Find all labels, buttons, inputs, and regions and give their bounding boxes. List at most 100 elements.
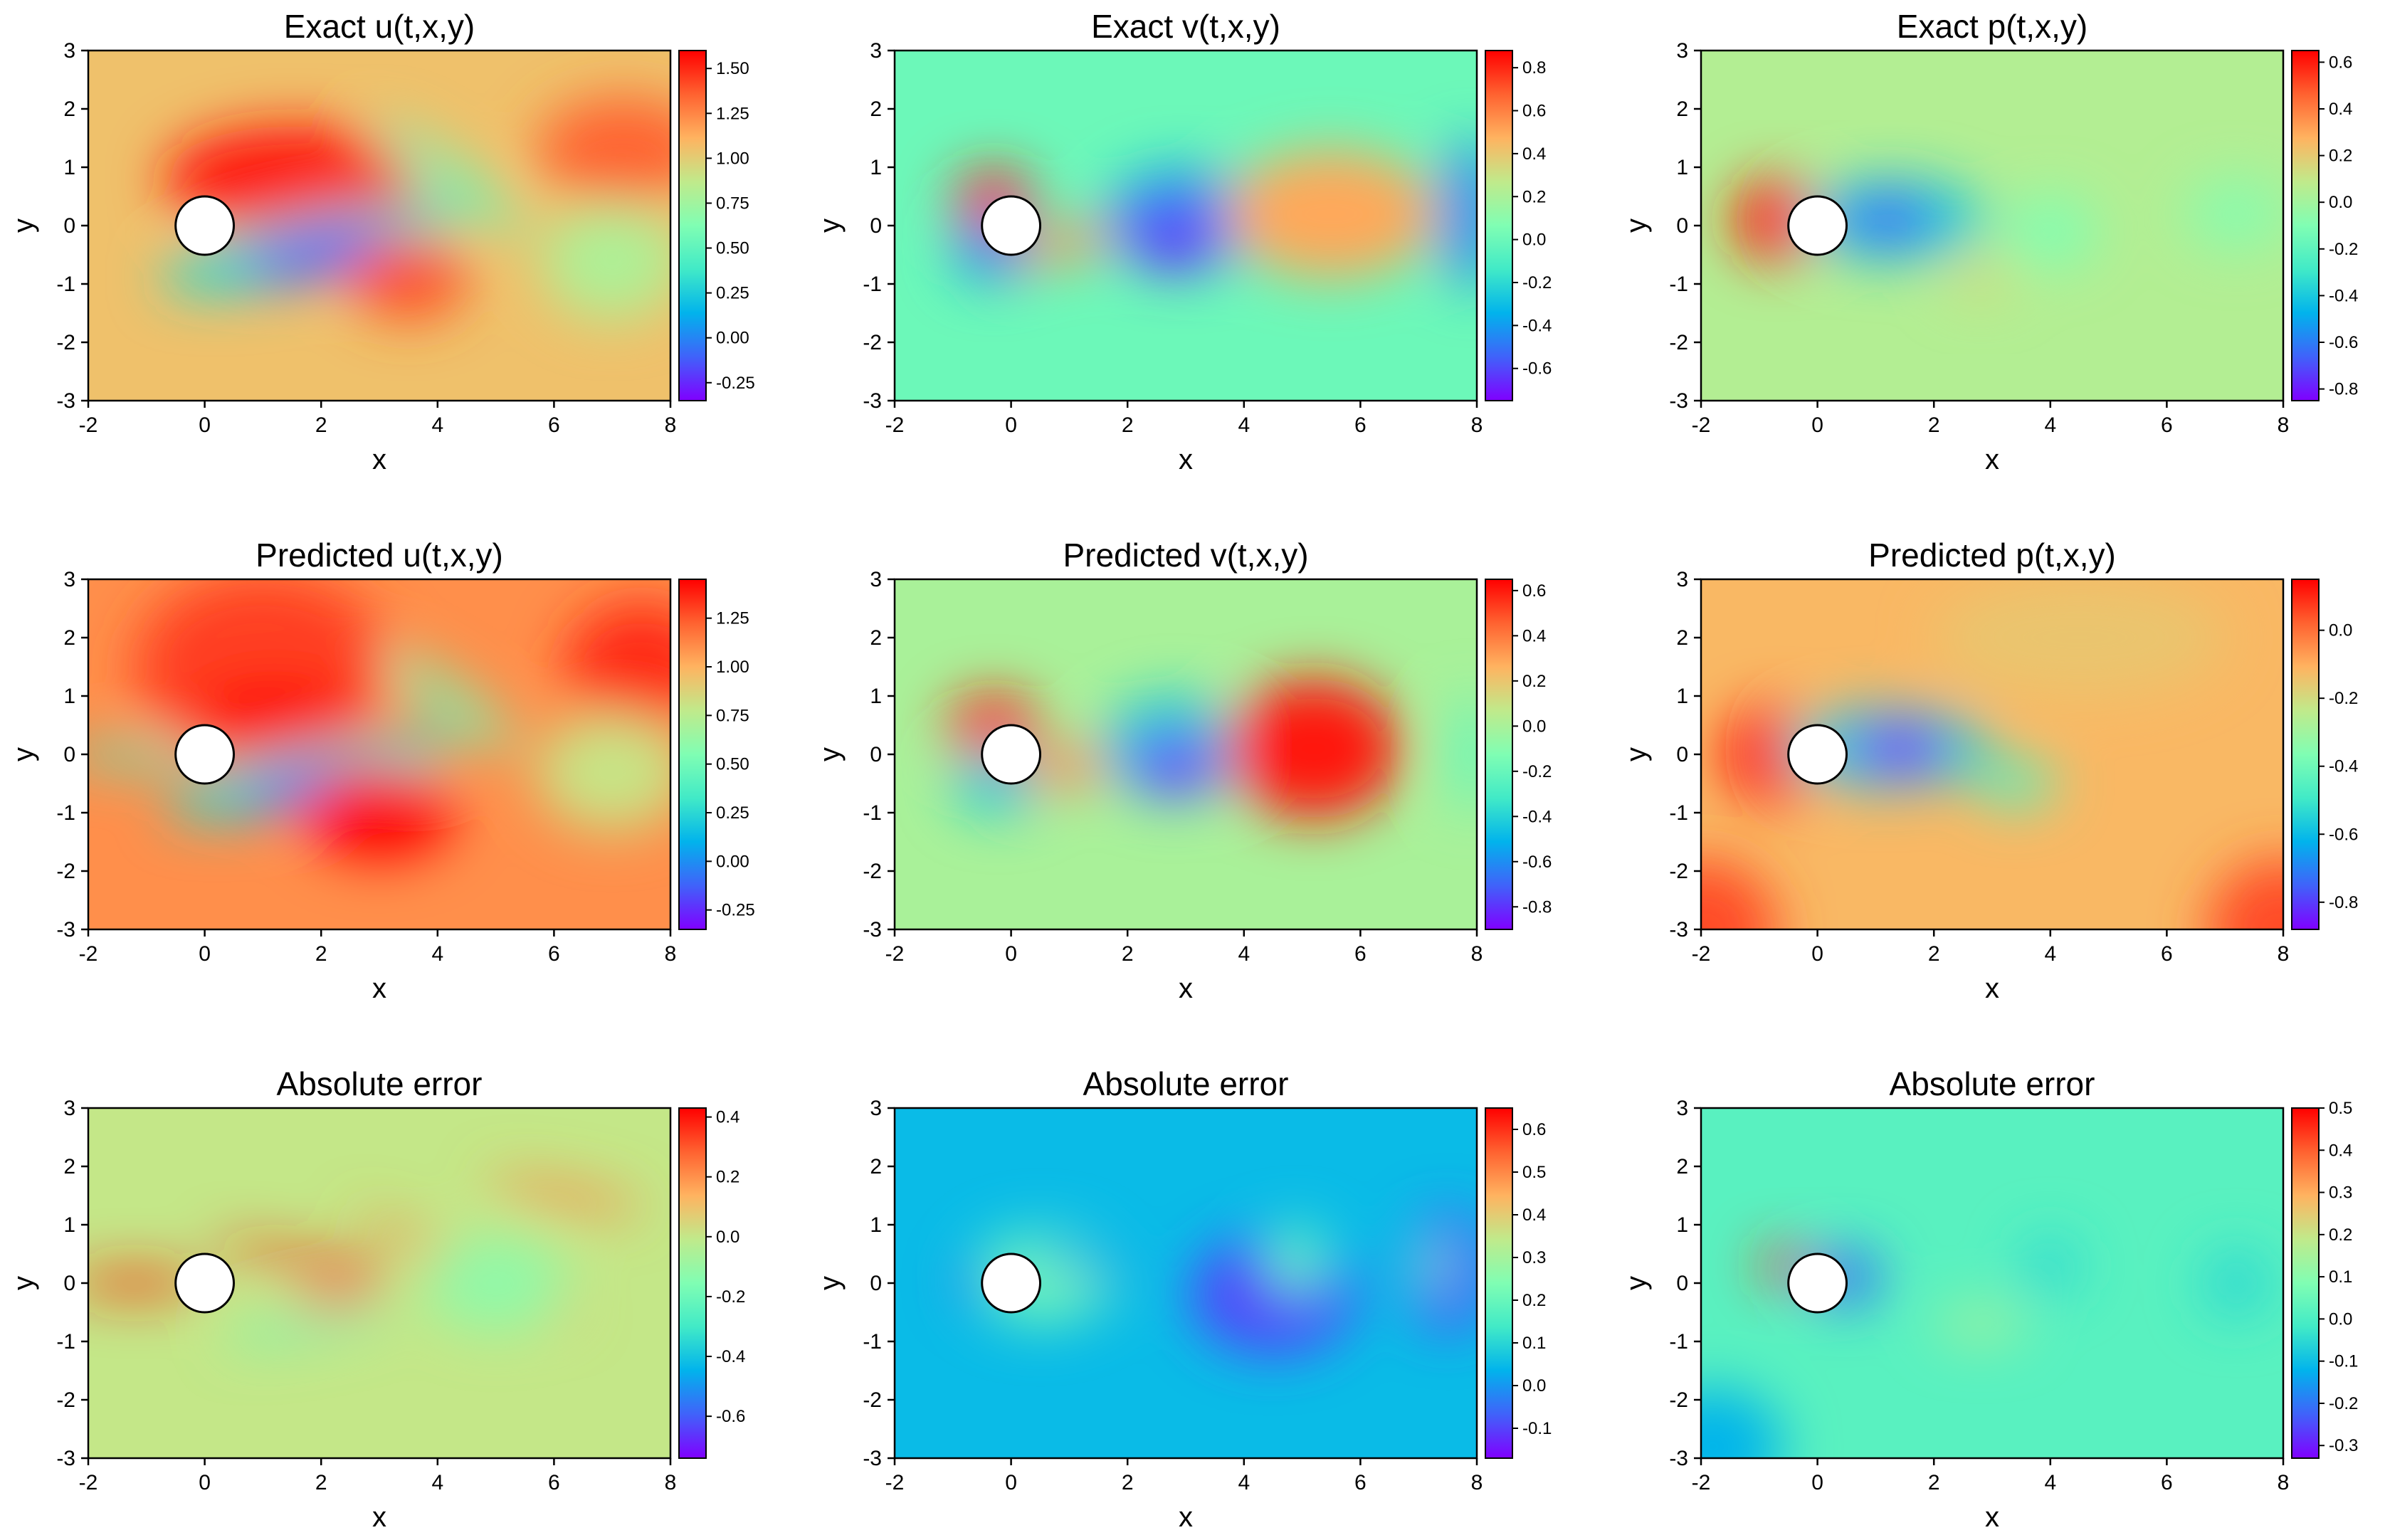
panel-title: Absolute error [1890,1065,2095,1102]
cylinder-obstacle [174,195,236,256]
x-tick-label: 0 [199,413,211,437]
colorbar-tick-label: -0.6 [2329,333,2358,352]
colorbar-tick-label: 0.2 [1522,187,1546,206]
colorbar-tick-label: 1.00 [716,658,749,677]
x-tick-label: 4 [1238,413,1250,437]
y-axis-label: y [814,1276,846,1290]
x-tick-label: 6 [1354,1471,1367,1494]
colorbar-tick-label: 0.5 [2329,1099,2352,1118]
y-tick-label: 3 [63,568,75,591]
y-tick-label: 3 [63,1097,75,1120]
x-axis-label: x [1985,444,1999,475]
x-tick-label: 2 [315,942,327,966]
x-tick-label: -2 [1692,1471,1711,1494]
y-tick-label: -2 [863,860,882,883]
y-tick-label: -2 [863,1388,882,1412]
colorbar-tick-label: -0.2 [2329,240,2358,259]
y-tick-label: 3 [1676,568,1688,591]
flow-feature-3 [2021,1236,2080,1295]
colorbar-tick-label: 1.25 [716,609,749,628]
y-tick-label: -1 [56,801,75,825]
x-tick-label: 2 [1122,942,1134,966]
x-tick-label: 2 [1928,942,1940,966]
cylinder-obstacle [1787,724,1848,785]
x-tick-label: 4 [1238,942,1250,966]
x-tick-label: 0 [1005,1471,1017,1494]
flow-feature-5 [1226,678,1401,819]
y-tick-label: -2 [863,331,882,354]
field-err-p [1701,1108,2283,1458]
colorbar-tick-label: 0.5 [1522,1163,1546,1182]
y-tick-label: 2 [1676,1155,1688,1178]
y-tick-label: -3 [56,1447,75,1470]
x-tick-label: 6 [2161,1471,2173,1494]
colorbar-tick-label: -0.4 [716,1347,745,1366]
flow-feature-5 [1945,260,2016,296]
y-axis-label: y [814,747,846,761]
x-tick-label: 8 [1471,942,1483,966]
flow-feature-3 [2004,196,2097,267]
y-tick-label: 1 [63,685,75,708]
colorbar-tick-label: 0.4 [716,1108,739,1127]
x-axis-label: x [1179,1502,1193,1533]
y-tick-label: -1 [1669,1330,1688,1354]
y-axis-label: y [814,218,846,233]
y-tick-label: -3 [863,1447,882,1470]
panel-title: Predicted v(t,x,y) [1063,537,1308,574]
colorbar-tick-label: 0.0 [716,1228,739,1247]
panel-title: Exact p(t,x,y) [1897,8,2087,45]
flow-feature-5 [1267,1225,1326,1295]
y-tick-label: 1 [1676,1213,1688,1237]
flow-feature-4 [2201,1248,2272,1319]
colorbar-tick-label: 0.2 [1522,672,1546,691]
colorbar-tick-label: 1.50 [716,59,749,78]
colorbar-tick-label: 0.50 [716,755,749,774]
y-tick-label: -2 [1669,331,1688,354]
colorbar-tick-label: 0.4 [1522,144,1546,164]
x-tick-label: 4 [2044,942,2056,966]
x-axis-label: x [372,973,386,1004]
flow-feature-2 [1846,722,1952,775]
y-tick-label: -3 [56,389,75,413]
colorbar-tick-label: 0.00 [716,329,749,348]
colorbar-tick-label: 0.2 [716,1168,739,1187]
y-tick-label: 1 [1676,156,1688,179]
colorbar-tick-label: 0.3 [2329,1183,2352,1203]
colorbar-tick-label: 0.6 [2329,53,2352,72]
y-axis-label: y [1621,218,1652,233]
y-tick-label: 1 [870,1213,882,1237]
y-tick-label: -2 [1669,860,1688,883]
flow-feature-4 [1133,737,1215,796]
x-tick-label: 0 [1811,413,1823,437]
y-tick-label: 0 [870,743,882,766]
colorbar-tick-label: 0.1 [1522,1334,1546,1353]
colorbar-tick-label: -0.8 [1522,897,1552,917]
flow-feature-5 [303,766,456,860]
colorbar-tick-label: -0.4 [2329,757,2358,776]
field-exact-v [895,51,1477,401]
panel-title: Predicted p(t,x,y) [1868,537,2116,574]
x-tick-label: 6 [548,413,560,437]
x-tick-label: -2 [885,942,905,966]
colorbar-tick-label: -0.6 [1522,359,1552,379]
cylinder-obstacle [1787,195,1848,256]
x-tick-label: 0 [1811,942,1823,966]
field-pred-p [1701,579,2283,929]
x-tick-label: 4 [431,1471,443,1494]
colorbar-tick-label: 0.75 [716,706,749,725]
colorbar-tick-label: 0.2 [2329,1225,2352,1245]
y-tick-label: -1 [863,273,882,296]
x-axis-label: x [1179,973,1193,1004]
colorbar-tick-label: 0.6 [1522,102,1546,121]
y-tick-label: -3 [1669,1447,1688,1470]
x-tick-label: 8 [2278,1471,2290,1494]
x-axis-label: x [1179,444,1193,475]
y-tick-label: 2 [870,1155,882,1178]
y-tick-label: 0 [1676,743,1688,766]
x-tick-label: 0 [1811,1471,1823,1494]
y-tick-label: -1 [863,1330,882,1354]
